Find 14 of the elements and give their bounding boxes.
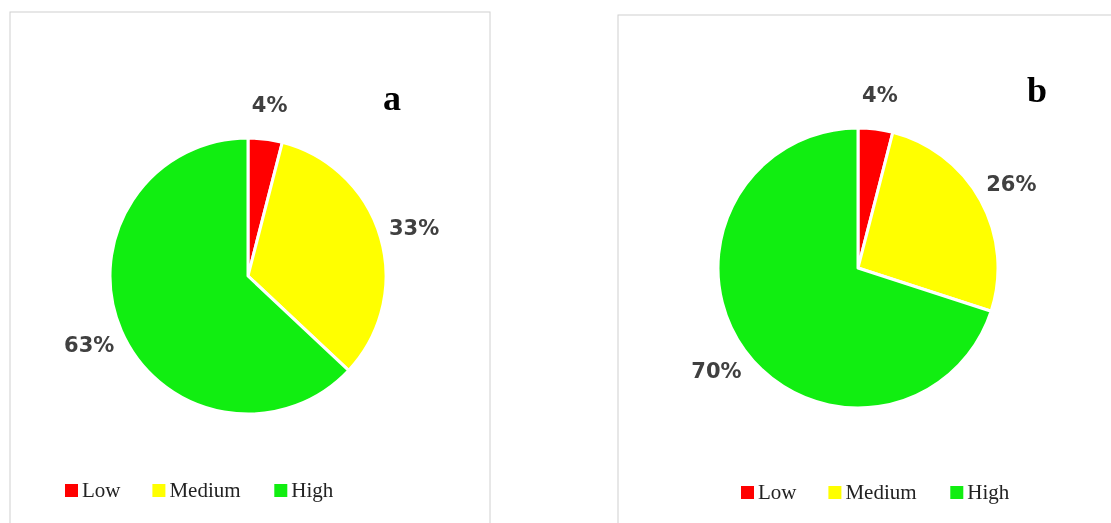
data-label: 70% [691, 359, 742, 384]
chart-title: a [383, 78, 401, 118]
chart-title: b [1026, 70, 1048, 110]
legend-label: High [291, 478, 334, 503]
data-label: 26% [986, 172, 1037, 197]
data-label: 33% [389, 216, 440, 241]
legend-label: Low [758, 480, 798, 505]
legend-label: Medium [845, 480, 917, 505]
data-label: 4% [862, 82, 898, 107]
data-label: 63% [64, 333, 115, 358]
legend-label: High [967, 480, 1010, 505]
legend-label: Low [82, 478, 122, 503]
data-label: 4% [251, 92, 288, 117]
legend-label: Medium [169, 478, 241, 503]
